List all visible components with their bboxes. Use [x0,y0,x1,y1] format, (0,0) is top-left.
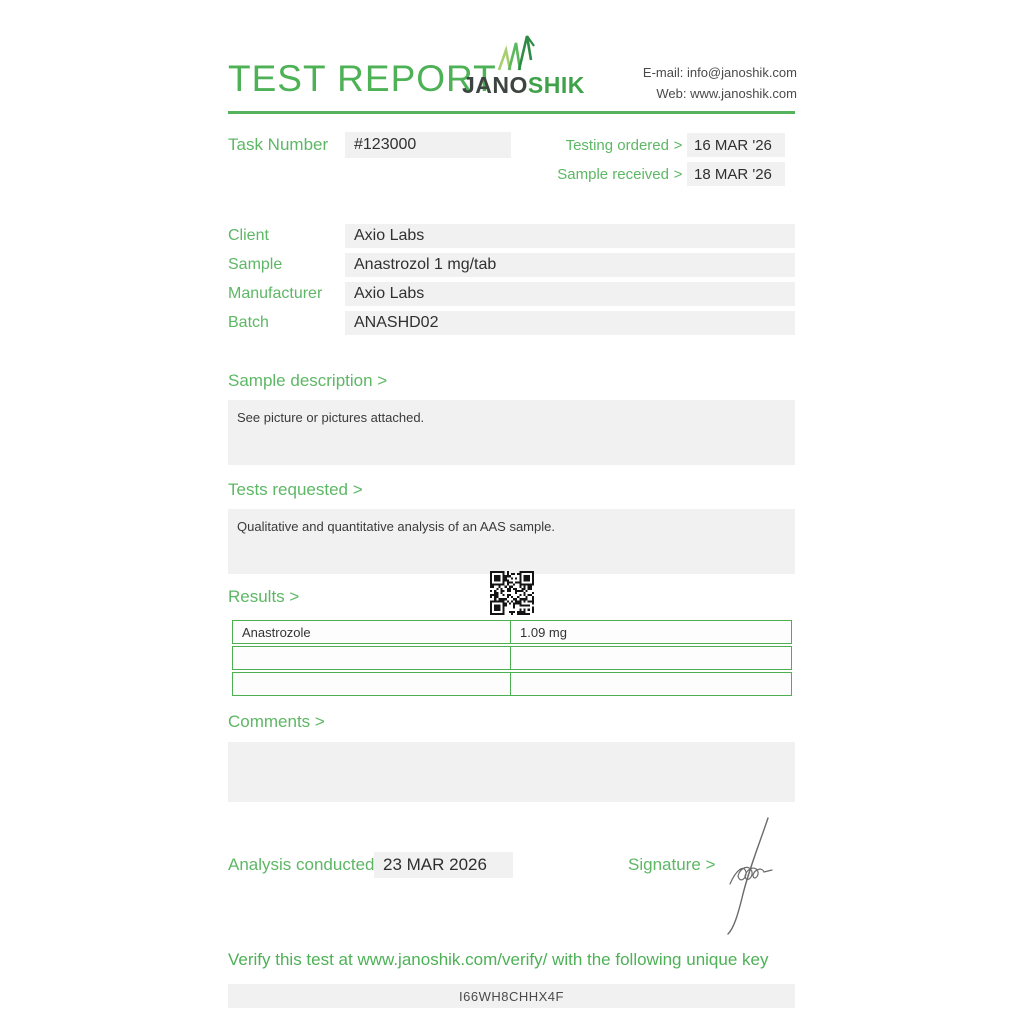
logo-green-part: SHIK [527,72,585,98]
verify-text: Verify this test at www.janoshik.com/ver… [228,950,769,969]
table-row [232,646,792,670]
arrow-right-glyph: > [673,165,683,183]
sample-received-label: Sample received [557,165,669,183]
result-analyte-cell: Anastrozole [232,620,510,644]
manufacturer-value: Axio Labs [345,282,795,306]
testing-ordered-label: Testing ordered [565,136,669,154]
result-analyte-cell [232,646,510,670]
analysis-conducted-label: Analysis conducted > [228,855,390,874]
client-label: Client [228,227,269,244]
result-analyte-cell [232,672,510,696]
qr-code [490,571,534,615]
results-heading: Results > [228,587,300,606]
unique-key-field: I66WH8CHHX4F [228,984,795,1008]
janoshik-logo: JANOSHIK [462,34,584,99]
analysis-conducted-date: 23 MAR 2026 [374,852,513,878]
result-amount-cell: 1.09 mg [510,620,792,644]
sample-received-date: 18 MAR '26 [687,162,785,186]
chart-growth-icon [497,35,535,71]
client-value: Axio Labs [345,224,795,248]
page-title: TEST REPORT [228,58,497,99]
batch-value: ANASHD02 [345,311,795,335]
signature-label: Signature > [628,855,716,874]
logo-wordmark: JANOSHIK [462,72,584,99]
sample-description-heading: Sample description > [228,371,388,390]
contact-email: E-mail: info@janoshik.com [642,65,797,80]
sample-description-box: See picture or pictures attached. [228,400,795,465]
signature-handwriting [727,817,773,935]
results-table: Anastrozole 1.09 mg [232,620,792,698]
contact-info: E-mail: info@janoshik.com Web: www.janos… [643,62,797,105]
testing-ordered-date: 16 MAR '26 [687,133,785,157]
comments-box [228,742,795,802]
result-amount-cell [510,646,792,670]
tests-requested-box: Qualitative and quantitative analysis of… [228,509,795,574]
table-row: Anastrozole 1.09 mg [232,620,792,644]
logo-dark-part: JANO [462,72,528,98]
sample-value: Anastrozol 1 mg/tab [345,253,795,277]
comments-heading: Comments > [228,712,325,731]
arrow-right-glyph: > [673,136,683,154]
result-amount-cell [510,672,792,696]
task-number-value: #123000 [345,132,511,158]
tests-requested-heading: Tests requested > [228,480,363,499]
task-number-label: Task Number [228,135,329,154]
manufacturer-label: Manufacturer [228,285,323,302]
table-row [232,672,792,696]
sample-label: Sample [228,256,283,273]
header-divider [228,111,795,114]
batch-label: Batch [228,314,269,331]
contact-web: Web: www.janoshik.com [656,86,797,102]
testing-ordered-row: Testing ordered > 16 MAR '26 [557,133,795,157]
sample-received-row: Sample received > 18 MAR '26 [557,162,795,186]
